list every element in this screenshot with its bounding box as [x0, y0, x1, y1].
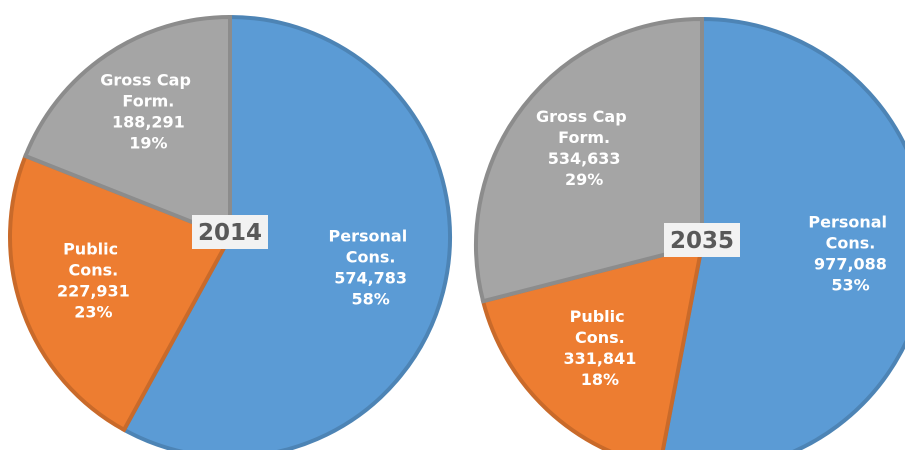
value-label: 574,783 [334, 269, 407, 288]
category-label-line: Form. [122, 91, 174, 110]
category-label: Personal Cons. [329, 227, 413, 267]
percent-label: 58% [351, 290, 389, 309]
value-label: 331,841 [563, 349, 636, 368]
chart-title: 2035 [670, 228, 734, 254]
pie-slice [474, 16, 704, 304]
pie-slice [480, 242, 705, 450]
pie-slice [660, 16, 905, 450]
category-label-line: Form. [558, 128, 610, 147]
percent-label: 53% [831, 276, 869, 295]
category-label: Gross Cap Form. [536, 107, 632, 147]
category-label-line: Gross Cap [536, 107, 632, 126]
category-label-line: Cons. [826, 234, 876, 253]
category-label-line: Cons. [346, 248, 396, 267]
value-label: 534,633 [548, 149, 621, 168]
chart-title: 2014 [198, 220, 262, 246]
value-label: 977,088 [814, 255, 887, 274]
category-label-line: Gross Cap [100, 70, 196, 89]
category-label-line: Cons. [575, 328, 625, 347]
pie-slice [22, 14, 232, 240]
category-label: Public Cons. [570, 307, 631, 347]
category-label-line: Personal [329, 227, 413, 246]
category-label-line: Personal [808, 213, 892, 232]
value-label: 227,931 [57, 282, 130, 301]
title-box [664, 223, 740, 257]
category-label: Public Cons. [63, 240, 124, 280]
pie-slice [8, 153, 233, 433]
percent-label: 29% [565, 170, 603, 189]
category-label-line: Public [63, 240, 124, 259]
percent-label: 19% [129, 133, 167, 152]
category-label-line: Cons. [69, 261, 119, 280]
category-label-line: Public [570, 307, 631, 326]
category-label: Personal Cons. [808, 213, 892, 253]
category-label: Gross Cap Form. [100, 70, 196, 110]
value-label: 188,291 [112, 112, 185, 131]
title-box [192, 215, 268, 249]
pie-slice [121, 14, 452, 450]
percent-label: 23% [74, 303, 112, 322]
percent-label: 18% [581, 370, 619, 389]
